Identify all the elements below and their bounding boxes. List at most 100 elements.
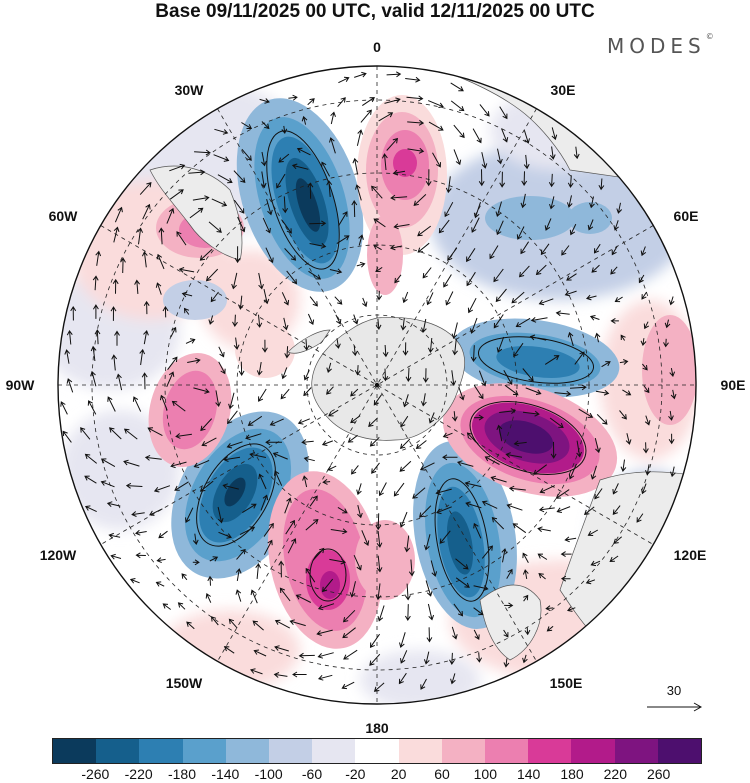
wind-arrow xyxy=(499,171,506,188)
wind-arrow xyxy=(258,388,267,402)
wind-arrow xyxy=(453,603,464,617)
colorbar-tick-label: 220 xyxy=(603,766,628,782)
wind-arrow xyxy=(450,100,465,112)
wind-arrow xyxy=(177,602,186,610)
wind-arrow xyxy=(567,331,574,347)
wind-arrow xyxy=(303,369,310,381)
wind-arrow xyxy=(537,526,551,533)
wind-arrow xyxy=(473,585,489,591)
colorbar-swatch xyxy=(269,739,313,763)
wind-arrow xyxy=(564,290,577,297)
wind-arrow xyxy=(62,430,72,443)
wind-arrow xyxy=(576,440,582,458)
wind-arrow xyxy=(598,178,605,191)
colorbar-swatch xyxy=(96,739,140,763)
wind-arrow xyxy=(590,465,597,480)
wind-arrow xyxy=(166,371,175,388)
wind-arrow xyxy=(170,461,187,469)
wind-arrow xyxy=(432,152,441,168)
wind-arrow xyxy=(450,82,464,92)
wind-arrow xyxy=(265,247,274,264)
wind-arrow xyxy=(347,434,358,443)
wind-arrow xyxy=(373,218,386,228)
wind-arrow xyxy=(281,125,288,135)
wind-arrow xyxy=(232,314,238,328)
wind-arrow xyxy=(337,506,348,514)
wind-arrow xyxy=(445,291,454,306)
wind-arrow xyxy=(292,671,307,678)
wind-arrow xyxy=(143,329,149,345)
colorbar-swatch xyxy=(53,739,97,763)
wind-arrow xyxy=(421,318,427,333)
wind-arrow xyxy=(223,646,235,654)
wind-arrow xyxy=(400,415,409,428)
wind-arrow xyxy=(438,219,450,234)
wind-arrow xyxy=(242,503,257,514)
wind-arrow xyxy=(386,71,402,78)
wind-arrow xyxy=(192,559,200,566)
wind-arrow xyxy=(309,495,318,507)
wind-arrow xyxy=(481,152,488,169)
wind-arrow xyxy=(408,559,415,577)
wind-arrow xyxy=(466,248,476,263)
wind-arrow xyxy=(567,606,576,612)
wind-arrow xyxy=(234,246,241,264)
wind-arrow xyxy=(620,459,627,472)
wind-arrow xyxy=(309,243,327,249)
colorbar-swatch xyxy=(355,739,399,763)
wind-arrow xyxy=(120,257,126,274)
wind-arrow xyxy=(544,355,560,365)
wind-arrow xyxy=(156,253,165,270)
wind-arrow xyxy=(166,207,175,224)
wind-arrow xyxy=(233,199,245,214)
wind-arrow xyxy=(141,372,148,390)
wind-arrow xyxy=(279,587,291,602)
wind-arrow xyxy=(501,128,509,143)
wind-arrow xyxy=(521,171,528,186)
wind-arrow xyxy=(394,274,402,284)
wind-arrow xyxy=(358,234,364,246)
wind-arrow xyxy=(382,368,389,382)
wind-arrow xyxy=(261,151,267,167)
wind-arrow xyxy=(373,682,385,692)
wind-arrow xyxy=(281,367,288,380)
wind-arrow xyxy=(106,501,121,507)
wind-arrow xyxy=(614,296,623,303)
wind-arrow xyxy=(263,288,270,305)
wind-arrow xyxy=(522,410,540,417)
wind-arrow xyxy=(453,149,462,166)
wind-arrow xyxy=(153,485,171,493)
wind-arrow xyxy=(185,338,196,344)
colorbar-tick-label: 260 xyxy=(646,766,671,782)
wind-arrow xyxy=(595,389,610,396)
wind-arrow xyxy=(141,251,148,268)
wind-arrow xyxy=(351,465,359,475)
wind-arrow xyxy=(181,573,188,581)
wind-arrow xyxy=(499,106,508,120)
wind-arrow xyxy=(303,387,312,397)
wind-arrow xyxy=(669,368,676,378)
wind-arrow xyxy=(478,169,485,187)
wind-arrow xyxy=(406,95,424,102)
wind-arrow xyxy=(84,475,97,484)
colorbar-swatch xyxy=(139,739,183,763)
wind-arrow xyxy=(218,346,225,358)
wind-arrow xyxy=(156,557,166,564)
wind-arrow xyxy=(361,530,370,546)
wind-arrow xyxy=(613,536,623,544)
wind-arrow xyxy=(428,100,444,108)
wind-arrow xyxy=(393,223,410,230)
wind-arrow xyxy=(405,367,412,382)
wind-arrow xyxy=(309,220,327,227)
wind-arrow xyxy=(405,76,421,83)
wind-arrow xyxy=(504,384,519,396)
wind-arrow xyxy=(503,658,510,668)
wind-arrow xyxy=(638,274,645,284)
wind-arrow xyxy=(352,314,359,325)
modes-logo: MODES© xyxy=(607,32,714,58)
wind-arrow xyxy=(644,415,651,426)
wind-arrow xyxy=(215,390,221,408)
wind-arrow xyxy=(322,578,334,593)
wind-arrow xyxy=(524,627,531,636)
wind-arrow xyxy=(636,513,644,523)
